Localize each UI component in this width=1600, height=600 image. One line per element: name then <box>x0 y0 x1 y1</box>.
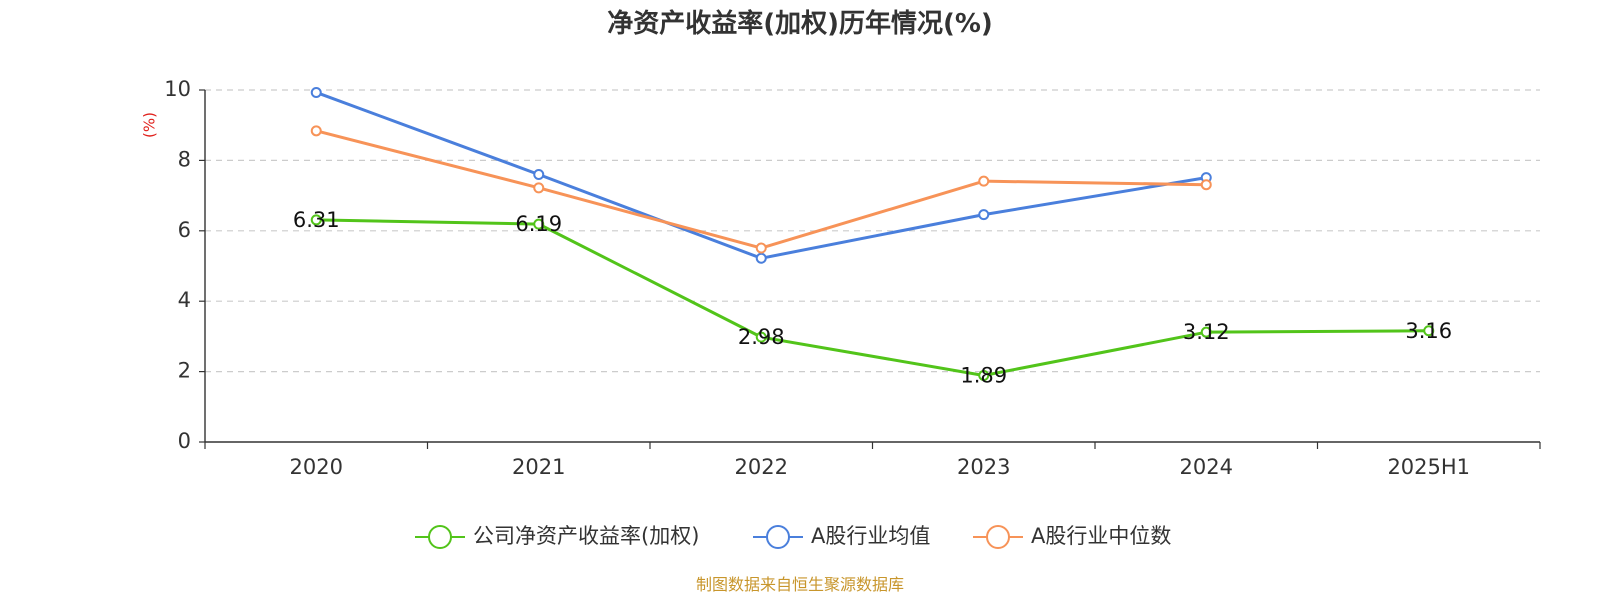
legend-label: 公司净资产收益率(加权) <box>473 524 699 548</box>
y-tick-label: 0 <box>178 429 191 453</box>
data-label: 6.19 <box>515 212 562 236</box>
data-point <box>978 369 990 381</box>
x-tick-label: 2023 <box>957 455 1010 479</box>
x-tick-label: 2025H1 <box>1387 455 1470 479</box>
data-label: 2.98 <box>738 325 785 349</box>
legend-marker <box>766 525 790 549</box>
x-tick-label: 2024 <box>1180 455 1233 479</box>
data-point <box>310 125 322 137</box>
grid-lines <box>205 89 1540 373</box>
data-label: 3.12 <box>1183 320 1230 344</box>
data-point <box>533 218 545 230</box>
data-point <box>533 168 545 180</box>
data-point <box>978 175 990 187</box>
y-tick-label: 8 <box>178 147 191 171</box>
legend[interactable]: 公司净资产收益率(加权) A股行业均值 A股行业中位数 <box>415 524 1171 549</box>
series-lines <box>310 86 1435 381</box>
legend-label: A股行业均值 <box>811 524 930 548</box>
y-tick-label: 2 <box>178 359 191 383</box>
legend-item[interactable]: A股行业均值 <box>753 524 930 549</box>
legend-item[interactable]: A股行业中位数 <box>973 524 1171 549</box>
data-point <box>1200 179 1212 191</box>
y-tick-label: 4 <box>178 288 191 312</box>
series-line <box>316 218 1429 377</box>
data-point <box>533 182 545 194</box>
legend-marker <box>986 525 1010 549</box>
source-note: 制图数据来自恒生聚源数据库 <box>696 575 904 594</box>
legend-label: A股行业中位数 <box>1031 524 1171 548</box>
x-tick-label: 2022 <box>735 455 788 479</box>
data-label: 6.31 <box>293 208 340 232</box>
data-point <box>755 242 767 254</box>
data-point <box>310 86 322 98</box>
x-tick-label: 2021 <box>512 455 565 479</box>
y-tick-label: 6 <box>178 218 191 242</box>
data-point <box>1200 326 1212 338</box>
axes: 0 2 4 6 8 10 2020 2021 2022 2023 2024 2025H1 <box>164 77 1541 479</box>
data-label: 3.16 <box>1405 319 1452 343</box>
data-point <box>1423 325 1435 337</box>
y-tick-label: 10 <box>164 77 191 101</box>
legend-marker <box>428 525 452 549</box>
series-line <box>315 91 1207 260</box>
data-point <box>310 214 322 226</box>
data-point <box>755 331 767 343</box>
data-label: 1.89 <box>960 363 1007 387</box>
legend-item[interactable]: 公司净资产收益率(加权) <box>415 524 699 549</box>
data-labels: 6.31 6.19 2.98 1.89 3.12 3.16 <box>293 208 1452 388</box>
data-point <box>755 252 767 264</box>
y-axis-unit-label: (%) <box>141 112 159 138</box>
x-tick-label: 2020 <box>290 455 343 479</box>
chart-title: 净资产收益率(加权)历年情况(%) <box>607 8 993 39</box>
data-point <box>978 209 990 221</box>
